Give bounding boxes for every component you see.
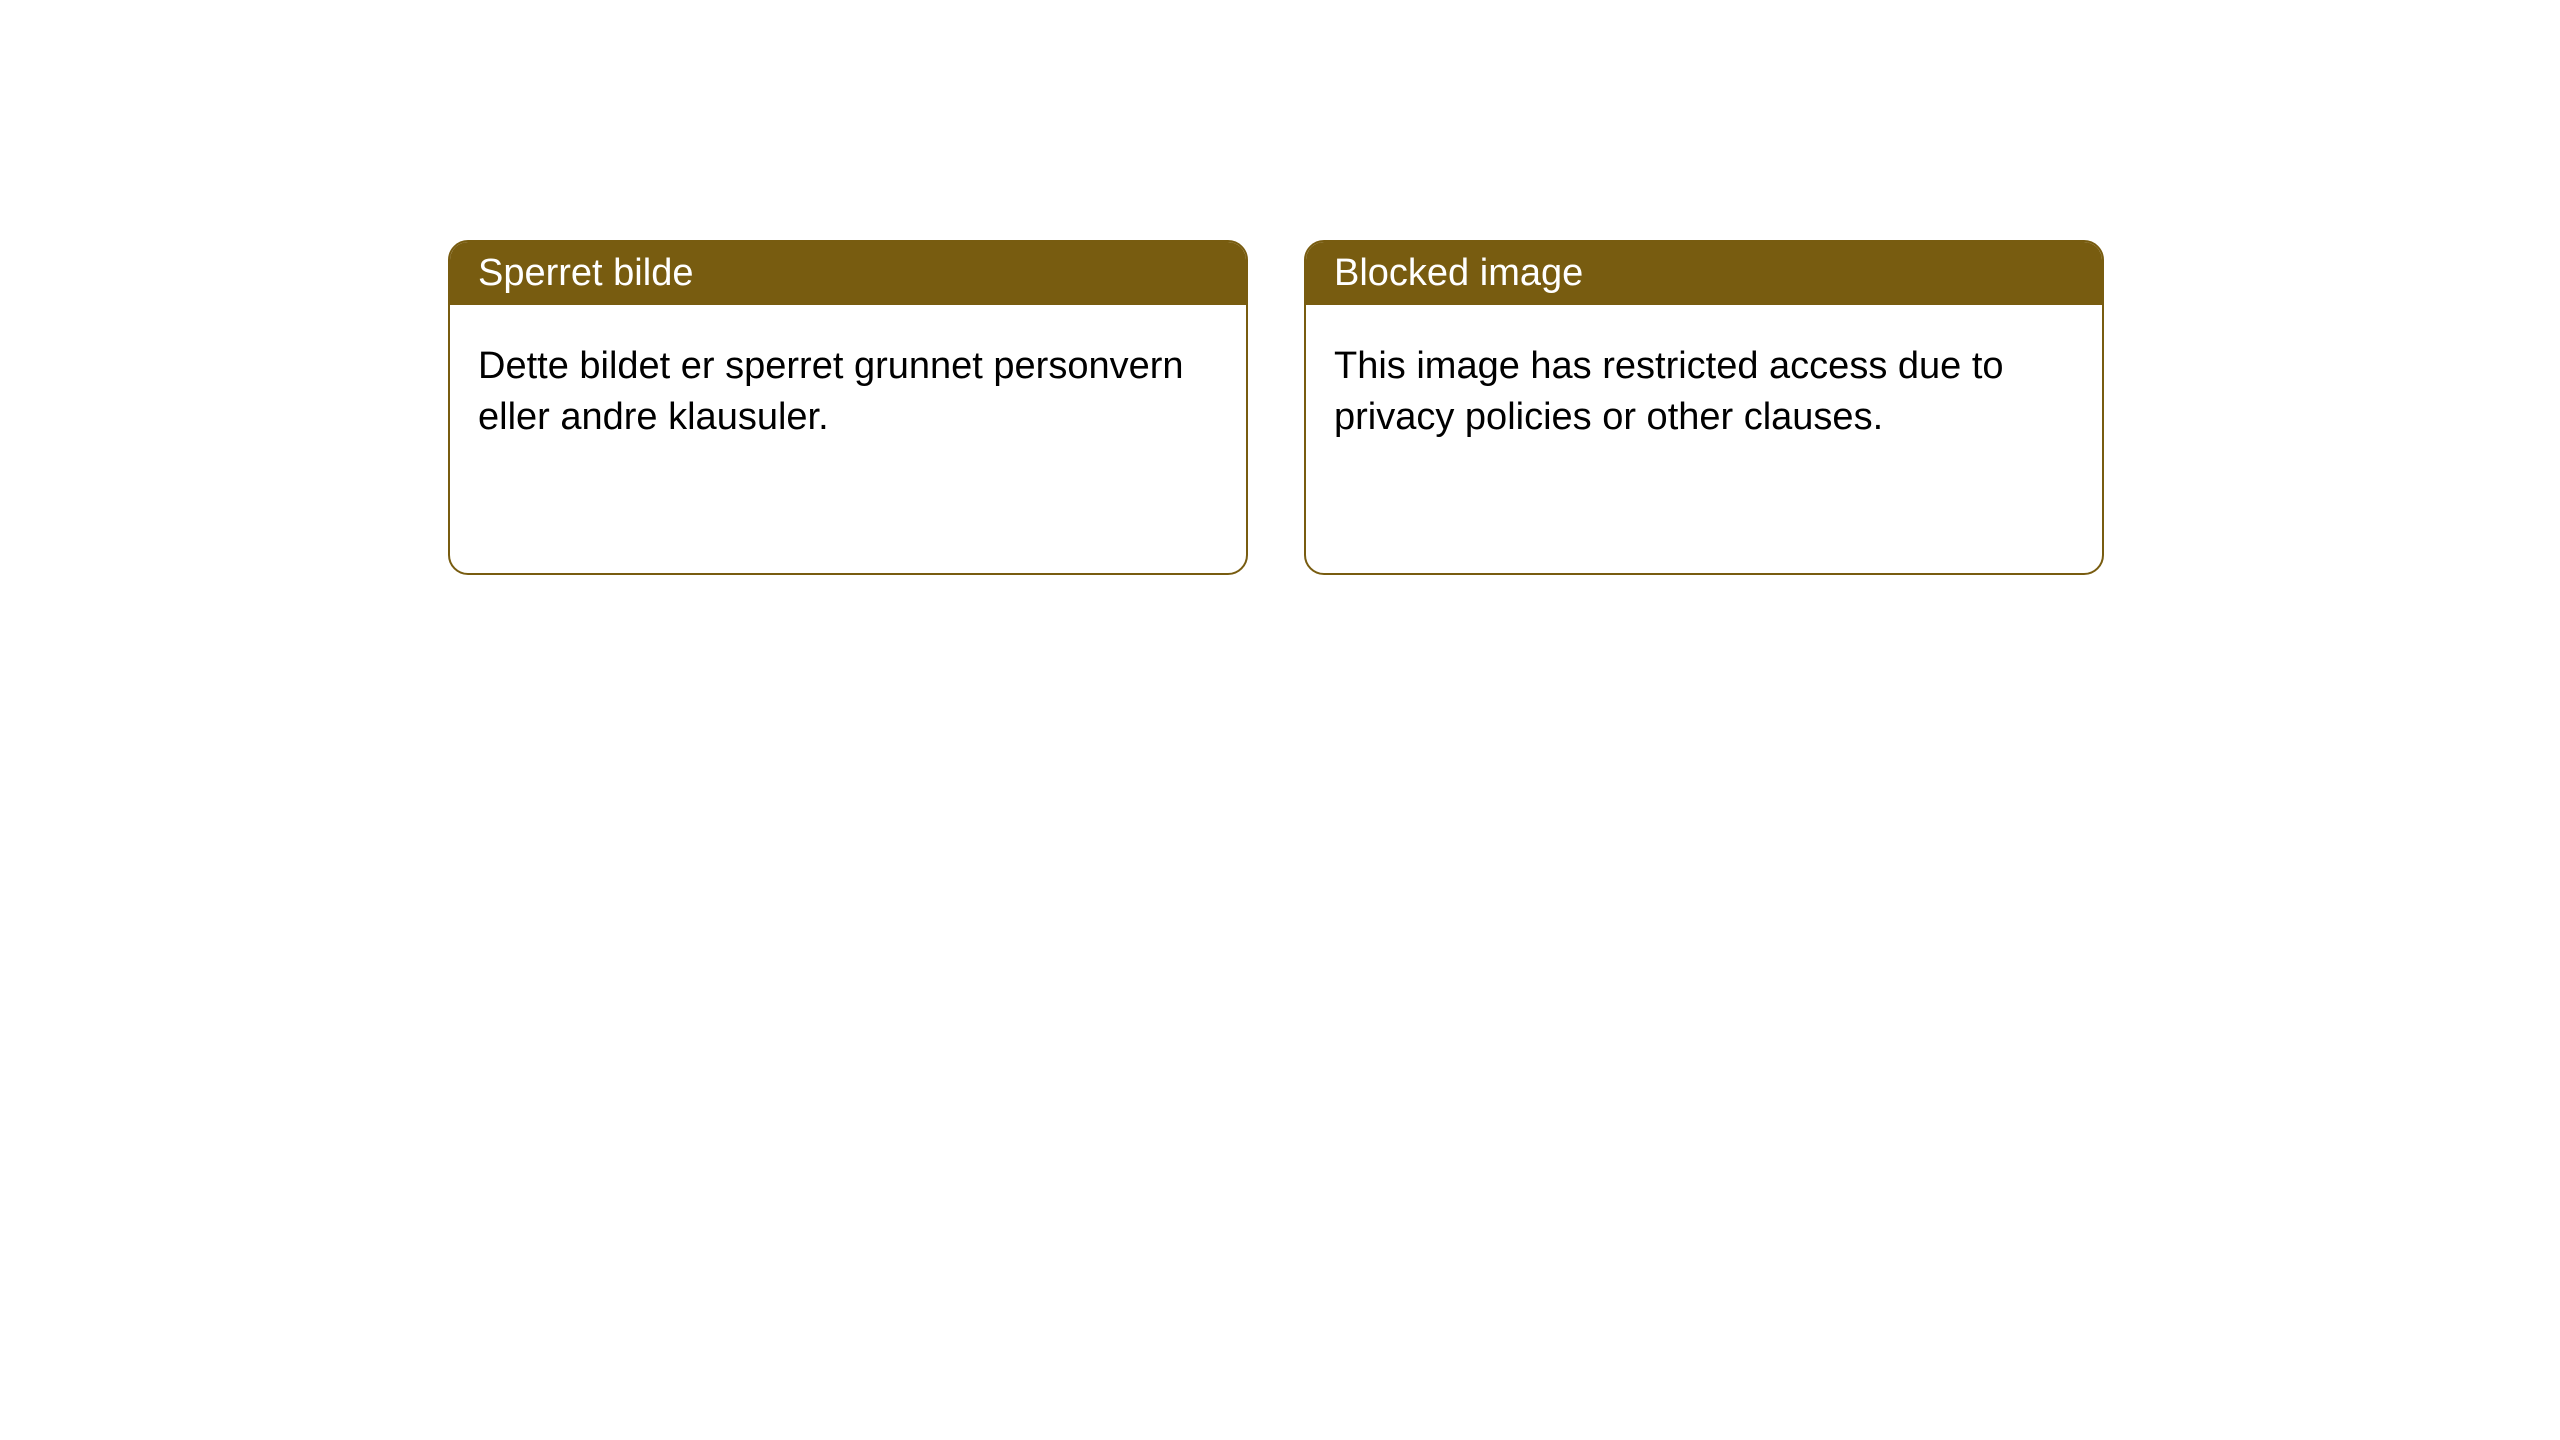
notice-container: Sperret bilde Dette bildet er sperret gr… xyxy=(0,0,2560,575)
notice-card-english: Blocked image This image has restricted … xyxy=(1304,240,2104,575)
notice-text-norwegian: Dette bildet er sperret grunnet personve… xyxy=(478,345,1184,438)
notice-card-norwegian: Sperret bilde Dette bildet er sperret gr… xyxy=(448,240,1248,575)
notice-header-english: Blocked image xyxy=(1306,242,2102,305)
notice-text-english: This image has restricted access due to … xyxy=(1334,345,2004,438)
notice-title-norwegian: Sperret bilde xyxy=(478,252,693,294)
notice-header-norwegian: Sperret bilde xyxy=(450,242,1246,305)
notice-body-english: This image has restricted access due to … xyxy=(1306,305,2102,480)
notice-title-english: Blocked image xyxy=(1334,252,1583,294)
notice-body-norwegian: Dette bildet er sperret grunnet personve… xyxy=(450,305,1246,480)
